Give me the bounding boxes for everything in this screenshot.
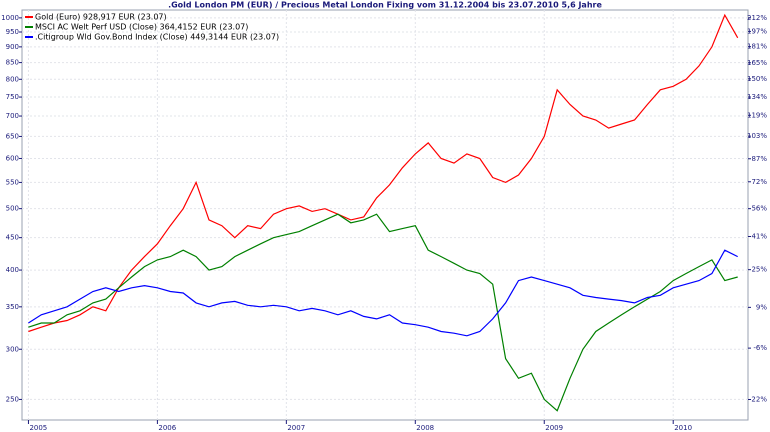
series-line bbox=[28, 249, 738, 337]
y-tick-label: 800 bbox=[6, 75, 19, 83]
y-tick-label: 1000 bbox=[1, 14, 19, 22]
y2-tick-label: 56% bbox=[751, 205, 767, 213]
x-tick-label: 2009 bbox=[545, 424, 563, 432]
y2-tick-label: 197% bbox=[747, 27, 767, 35]
y2-tick-label: -6% bbox=[753, 344, 767, 352]
y-tick-label: 850 bbox=[6, 59, 19, 67]
x-tick-label: 2010 bbox=[674, 424, 692, 432]
series-line bbox=[28, 13, 739, 333]
x-tick-label: 2005 bbox=[29, 424, 47, 432]
y-tick-label: 550 bbox=[6, 178, 19, 186]
y2-tick-label: 87% bbox=[751, 155, 767, 163]
y-tick-label: 750 bbox=[6, 93, 19, 101]
y-tick-label: 600 bbox=[6, 154, 19, 162]
x-tick-label: 2006 bbox=[158, 424, 176, 432]
x-tick-label: 2008 bbox=[416, 424, 434, 432]
y-tick-label: 250 bbox=[6, 395, 19, 403]
y-tick-label: 400 bbox=[6, 266, 19, 274]
y-tick-label: 650 bbox=[6, 132, 19, 140]
y-tick-label: 350 bbox=[6, 303, 19, 311]
y-tick-label: 950 bbox=[6, 28, 19, 36]
legend: Gold (Euro) 928,917 EUR (23.07)MSCI AC W… bbox=[25, 13, 279, 42]
y2-tick-label: 72% bbox=[751, 178, 767, 186]
legend-label: .Citigroup Wld Gov.Bond Index (Close) 44… bbox=[35, 33, 279, 42]
y2-tick-label: 212% bbox=[747, 14, 767, 22]
y-tick-label: 700 bbox=[6, 112, 19, 120]
x-tick-label: 2007 bbox=[287, 424, 305, 432]
y-tick-label: 300 bbox=[6, 345, 19, 353]
y2-tick-label: 9% bbox=[756, 303, 767, 311]
plot-area bbox=[21, 9, 749, 421]
y2-tick-label: -22% bbox=[749, 395, 767, 403]
y2-tick-label: 41% bbox=[751, 232, 767, 240]
y-tick-label: 500 bbox=[6, 205, 19, 213]
legend-label: Gold (Euro) 928,917 EUR (23.07) bbox=[35, 13, 167, 22]
legend-label: MSCI AC Welt Perf USD (Close) 364,4152 E… bbox=[35, 23, 248, 32]
y-tick-label: 450 bbox=[6, 234, 19, 242]
chart-title: .Gold London PM (EUR) / Precious Metal L… bbox=[168, 1, 602, 10]
y-tick-label: 900 bbox=[6, 43, 19, 51]
y2-tick-label: 181% bbox=[747, 43, 767, 51]
y2-tick-label: 119% bbox=[747, 111, 767, 119]
series-line bbox=[28, 213, 738, 412]
y2-tick-label: 103% bbox=[747, 132, 767, 140]
y2-tick-label: 134% bbox=[747, 93, 767, 101]
y2-tick-label: 25% bbox=[751, 266, 767, 274]
y2-tick-label: 150% bbox=[747, 75, 767, 83]
y2-tick-label: 165% bbox=[747, 59, 767, 67]
